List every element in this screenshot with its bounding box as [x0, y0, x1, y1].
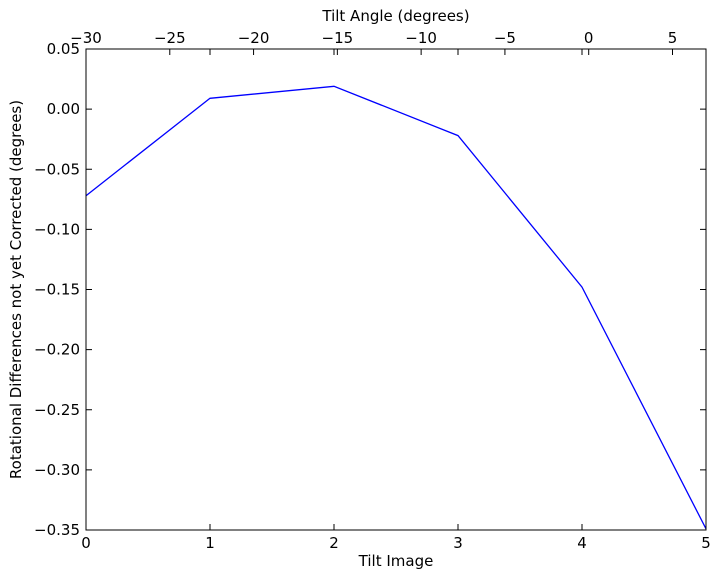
x-tick-label: 3 — [453, 534, 463, 552]
y-tick-label: 0.00 — [47, 100, 80, 118]
x-top-tick-label: −25 — [154, 29, 186, 47]
x-top-tick-label: −5 — [494, 29, 516, 47]
x-top-tick-label: 0 — [584, 29, 594, 47]
y-tick-label: −0.30 — [34, 461, 80, 479]
series-line — [85, 85, 707, 530]
y-tick-label: −0.10 — [34, 220, 80, 238]
x-tick-label: 2 — [329, 534, 339, 552]
x-top-tick-label: −15 — [322, 29, 354, 47]
x-top-tick-label: −20 — [238, 29, 270, 47]
x-tick-label: 0 — [81, 534, 91, 552]
plot-frame — [85, 48, 707, 531]
x-tick-label: 5 — [701, 534, 711, 552]
y-tick-label: −0.25 — [34, 401, 80, 419]
tick-labels: 0 1 2 3 4 5 0.05 0.00 −0.05 −0.10 −0.15 −0.20 −0.25 −… — [34, 29, 711, 552]
y-axis-label: Rotational Differences not yet Corrected… — [7, 100, 25, 479]
x-axis-label: Tilt Image — [358, 552, 434, 570]
y-tick-label: 0.05 — [47, 40, 80, 58]
plot-area — [86, 49, 706, 530]
x-tick-label: 1 — [205, 534, 215, 552]
y-tick-label: −0.35 — [34, 521, 80, 539]
x-top-tick-label: −10 — [405, 29, 437, 47]
y-tick-label: −0.15 — [34, 281, 80, 299]
x-top-tick-label: 5 — [668, 29, 678, 47]
x-top-axis-label: Tilt Angle (degrees) — [321, 7, 469, 25]
y-tick-label: −0.05 — [34, 160, 80, 178]
y-tick-label: −0.20 — [34, 341, 80, 359]
x-tick-label: 4 — [577, 534, 587, 552]
x-top-tick-label: −30 — [70, 29, 102, 47]
